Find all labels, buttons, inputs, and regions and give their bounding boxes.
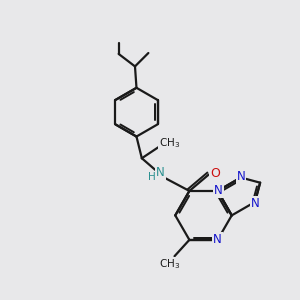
- Text: N: N: [213, 233, 222, 246]
- Text: N: N: [214, 184, 223, 197]
- Text: H: H: [148, 172, 155, 182]
- Text: N: N: [236, 170, 245, 183]
- Text: CH$_3$: CH$_3$: [160, 258, 181, 272]
- Text: N: N: [250, 197, 259, 210]
- Text: CH$_3$: CH$_3$: [159, 136, 180, 150]
- Text: N: N: [156, 166, 165, 179]
- Text: O: O: [210, 167, 220, 180]
